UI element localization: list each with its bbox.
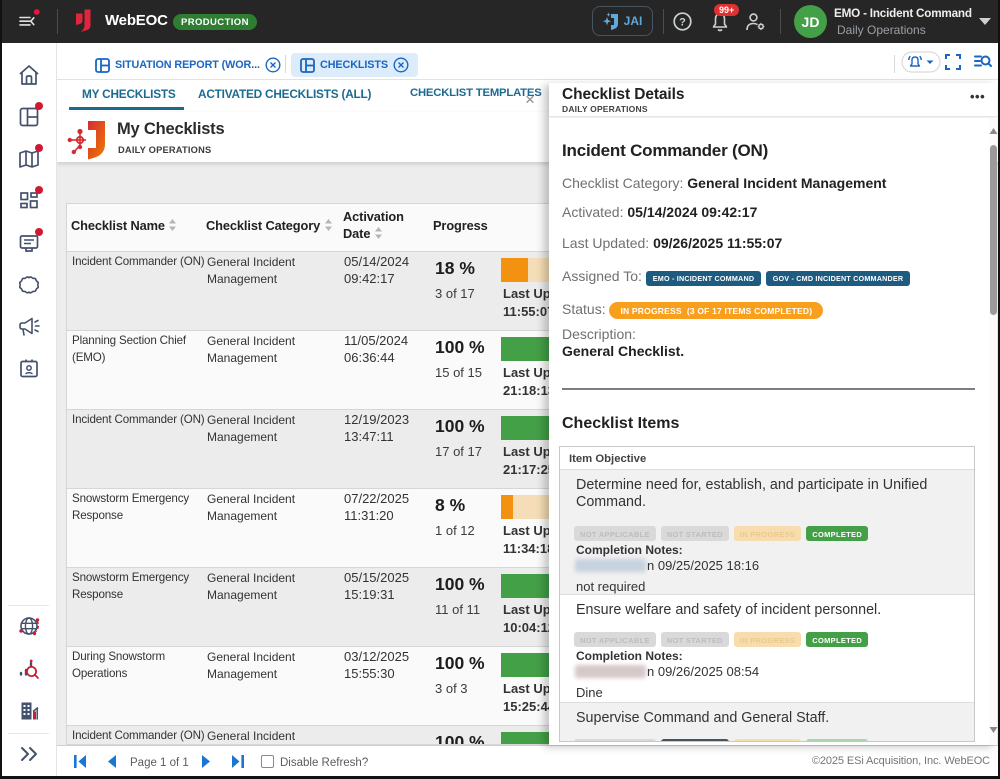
svg-text:?: ? [679, 17, 686, 29]
